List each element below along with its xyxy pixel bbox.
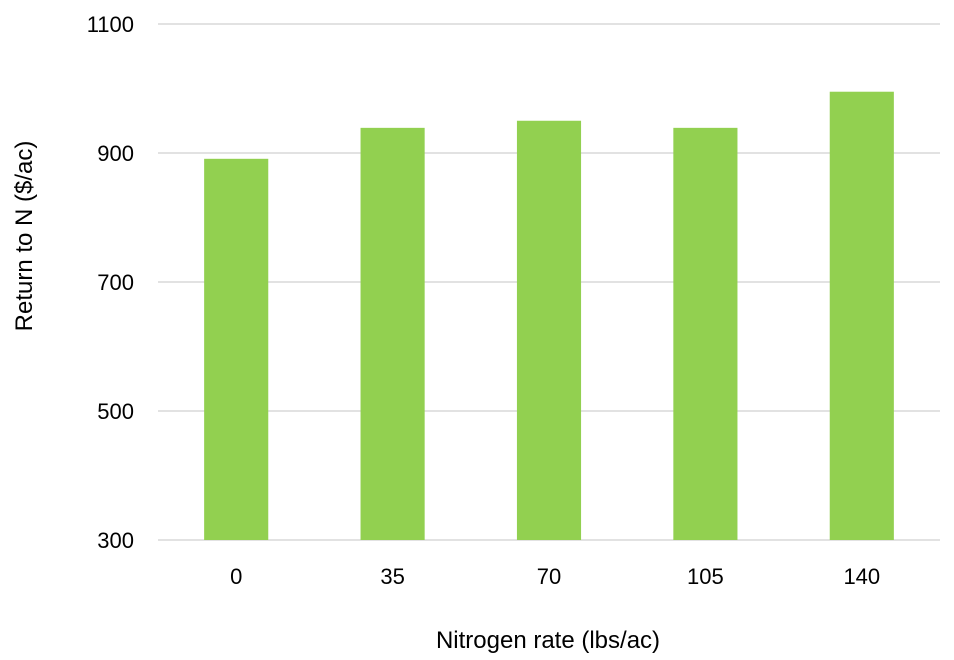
y-axis-title: Return to N ($/ac)	[11, 141, 38, 332]
x-tick-label: 140	[843, 564, 880, 589]
bar-140	[829, 91, 894, 540]
x-tick-label: 35	[380, 564, 404, 589]
y-axis-tick-labels: 300 500 700 900 1100	[87, 12, 134, 553]
y-tick-label: 300	[97, 528, 134, 553]
y-tick-label: 500	[97, 399, 134, 424]
x-tick-label: 0	[230, 564, 242, 589]
y-tick-label: 700	[97, 270, 134, 295]
bars	[204, 91, 894, 540]
x-tick-label: 105	[687, 564, 724, 589]
bar-35	[360, 127, 425, 540]
x-axis-tick-labels: 0 35 70 105 140	[230, 564, 880, 589]
x-axis-title: Nitrogen rate (lbs/ac)	[436, 627, 660, 654]
y-tick-label: 1100	[87, 12, 134, 37]
bar-105	[673, 127, 738, 540]
x-tick-label: 70	[537, 564, 561, 589]
bar-0	[204, 158, 269, 540]
y-tick-label: 900	[97, 141, 134, 166]
bar-70	[516, 120, 582, 540]
